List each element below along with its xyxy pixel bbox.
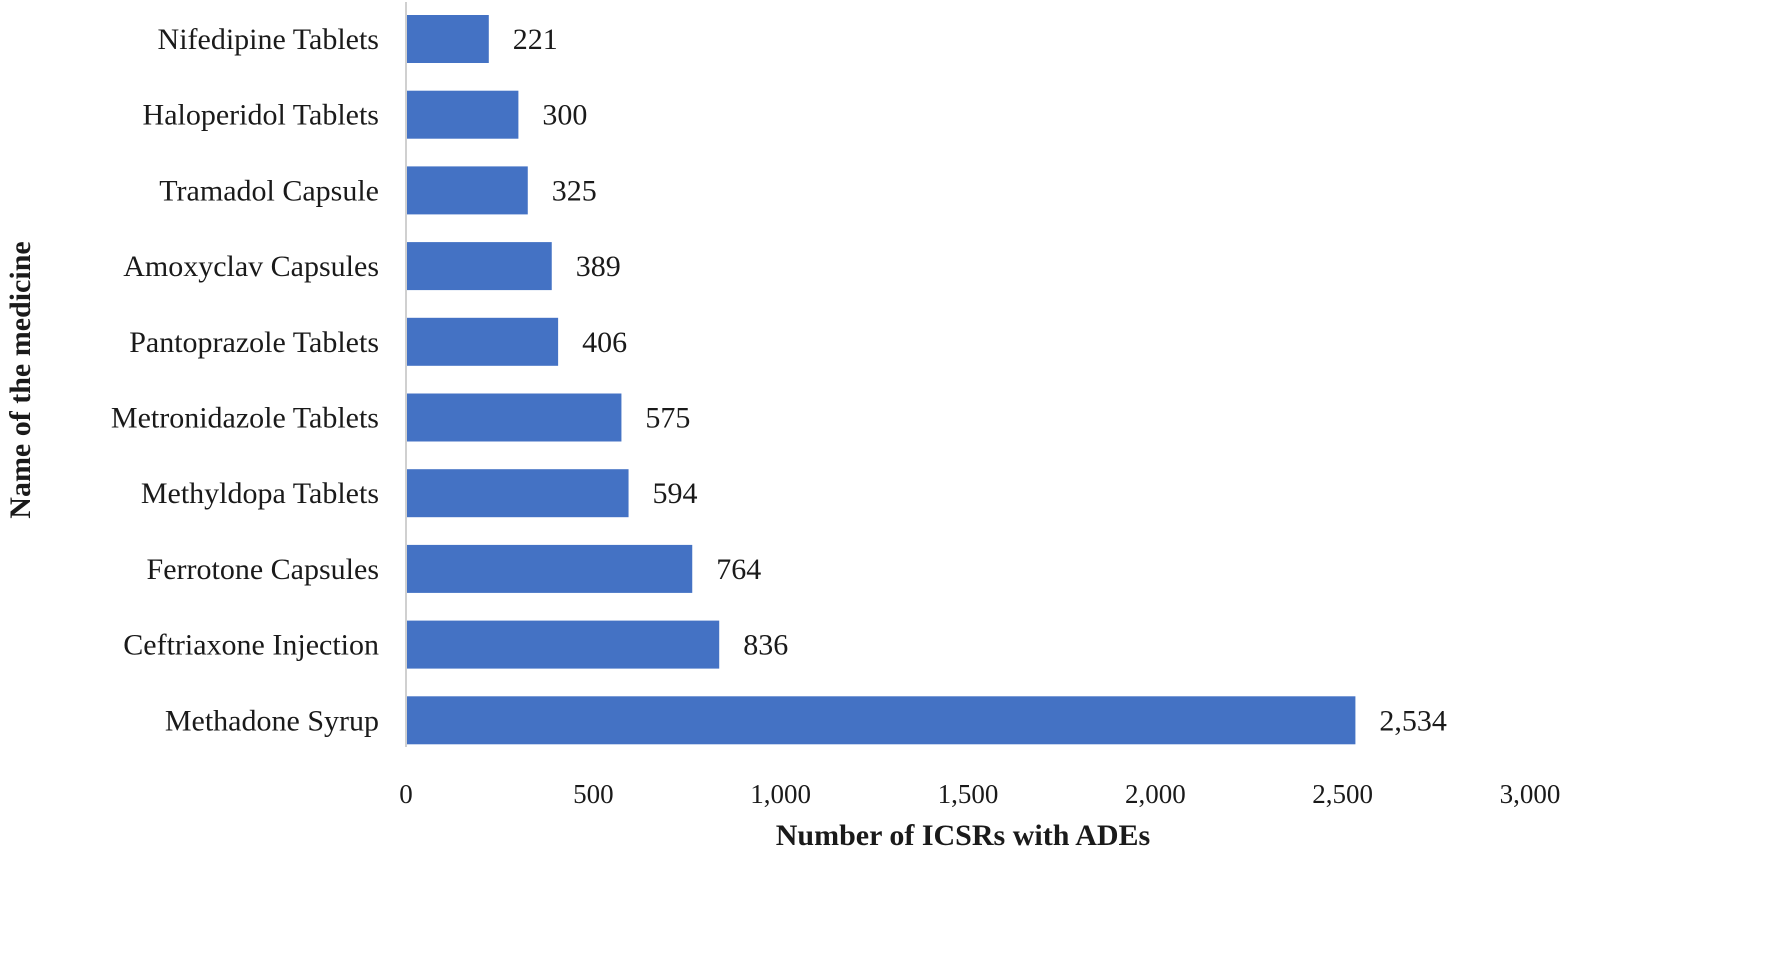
value-label-nifedipine-tablets: 221: [513, 23, 558, 56]
value-label-amoxyclav-capsules: 389: [576, 250, 621, 283]
value-label-tramadol-capsule: 325: [552, 174, 597, 207]
bar-tramadol-capsule: [406, 166, 528, 215]
bar-metronidazole-tablets: [406, 393, 622, 442]
value-label-ceftriaxone-injection: 836: [743, 629, 788, 662]
value-label-metronidazole-tablets: 575: [645, 402, 690, 435]
category-label-amoxyclav-capsules: Amoxyclav Capsules: [123, 250, 379, 283]
x-tick-label: 1,500: [938, 779, 999, 809]
category-label-methyldopa-tablets: Methyldopa Tablets: [141, 477, 379, 510]
x-axis-title: Number of ICSRs with ADEs: [776, 819, 1151, 852]
bar-nifedipine-tablets: [406, 15, 489, 63]
x-tick-label: 1,000: [750, 779, 811, 809]
category-label-ferrotone-capsules: Ferrotone Capsules: [147, 553, 379, 586]
category-label-haloperidol-tablets: Haloperidol Tablets: [143, 99, 379, 132]
x-tick-label: 0: [399, 779, 413, 809]
category-label-ceftriaxone-injection: Ceftriaxone Injection: [123, 629, 379, 662]
value-label-pantoprazole-tablets: 406: [582, 326, 627, 359]
value-labels: 221 300 325 389 406 575 594 764 836 2,534: [513, 23, 1447, 737]
bar-methadone-syrup: [406, 696, 1356, 745]
x-tick-labels: 0 500 1,000 1,500 2,000 2,500 3,000: [399, 779, 1560, 809]
bar-haloperidol-tablets: [406, 90, 519, 139]
category-label-methadone-syrup: Methadone Syrup: [165, 704, 379, 737]
bar-methyldopa-tablets: [406, 469, 629, 518]
bar-pantoprazole-tablets: [406, 317, 559, 366]
value-label-haloperidol-tablets: 300: [542, 99, 587, 132]
bar-amoxyclav-capsules: [406, 242, 552, 291]
bars-layer: [406, 15, 1356, 745]
x-tick-label: 2,500: [1312, 779, 1373, 809]
category-labels: Nifedipine Tablets Haloperidol Tablets Tra…: [111, 23, 379, 737]
category-label-metronidazole-tablets: Metronidazole Tablets: [111, 402, 379, 435]
x-tick-label: 3,000: [1500, 779, 1561, 809]
y-axis-title: Name of the medicine: [4, 241, 37, 518]
value-label-ferrotone-capsules: 764: [716, 553, 761, 586]
category-label-pantoprazole-tablets: Pantoprazole Tablets: [129, 326, 379, 359]
value-label-methadone-syrup: 2,534: [1379, 704, 1447, 737]
x-tick-label: 500: [573, 779, 614, 809]
x-tick-label: 2,000: [1125, 779, 1186, 809]
bar-ceftriaxone-injection: [406, 620, 720, 669]
category-label-tramadol-capsule: Tramadol Capsule: [159, 174, 379, 207]
category-label-nifedipine-tablets: Nifedipine Tablets: [158, 23, 379, 56]
value-label-methyldopa-tablets: 594: [653, 477, 698, 510]
bar-ferrotone-capsules: [406, 544, 693, 593]
